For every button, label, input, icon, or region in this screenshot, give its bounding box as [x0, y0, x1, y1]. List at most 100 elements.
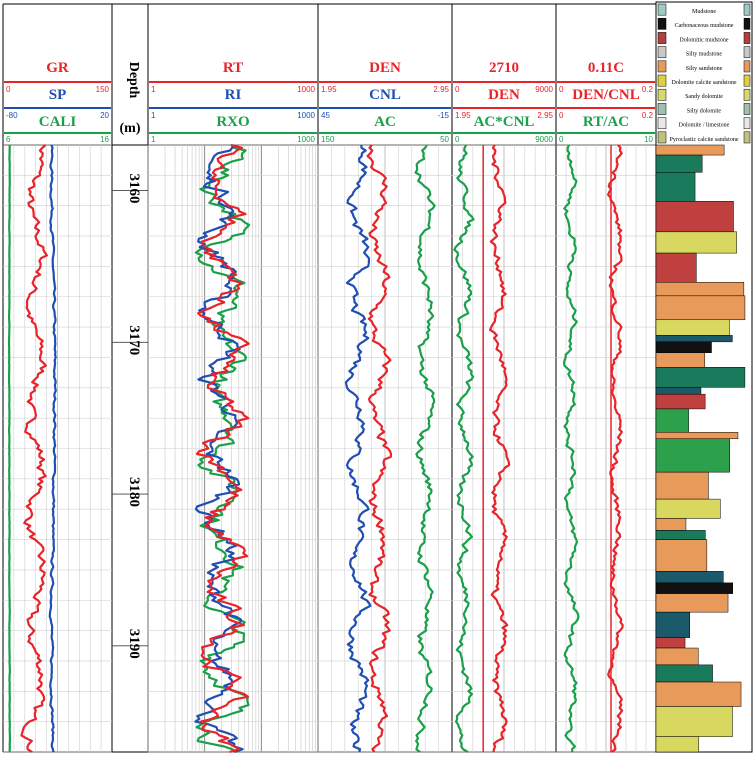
legend-swatch [657, 103, 667, 115]
curve-label-cali: CALI [39, 114, 77, 130]
curve-label-ac-cnl: AC*CNL [474, 114, 535, 130]
scale-max-label: 9000 [535, 135, 553, 144]
legend-swatch [743, 131, 751, 144]
legend-swatch [657, 3, 667, 16]
lithology-block [655, 154, 703, 173]
rxo-curve [194, 144, 251, 753]
lithology-block [655, 172, 696, 202]
scale-max-label: 50 [440, 135, 449, 144]
lithology-block [655, 352, 706, 368]
den-cnl-curve [607, 144, 624, 753]
sp-curve [48, 144, 57, 753]
curve-label-ri: RI [225, 87, 242, 103]
lithology-block [655, 539, 708, 572]
lithology-block [655, 231, 737, 254]
curve-label-gr: GR [46, 60, 69, 76]
legend-swatch [743, 117, 751, 130]
lithology-block [655, 518, 687, 531]
legend-item-9: Pyroclastic calcite sandstone [670, 137, 739, 143]
scale-min-label: 1 [151, 111, 156, 120]
lithology-block [655, 319, 730, 336]
scale-min-label: 0 [455, 85, 460, 94]
legend-swatch [743, 17, 751, 30]
scale-max-label: 16 [100, 135, 109, 144]
scale-max-label: 1000 [297, 135, 315, 144]
lithology-block [655, 530, 706, 540]
lithology-block [655, 341, 712, 353]
curve-label-rxo: RXO [216, 114, 249, 130]
curve-label-rt: RT [223, 60, 243, 76]
track-grid [556, 144, 656, 753]
legend-swatch [743, 60, 751, 73]
lithology-block [655, 408, 689, 433]
curve-label-rt-ac: RT/AC [583, 114, 629, 130]
legend-swatch [743, 46, 751, 59]
track-grid [3, 144, 112, 753]
lithology-block [655, 471, 709, 500]
scale-min-label: 1.95 [321, 85, 337, 94]
legend-swatch [657, 46, 667, 59]
lithology-block [655, 582, 733, 594]
lithology-block [655, 706, 733, 737]
ac-curve [414, 144, 436, 753]
scale-min-label: -80 [6, 111, 18, 120]
track-grid [318, 144, 452, 753]
scale-min-label: 0 [455, 135, 460, 144]
scale-max-label: 1000 [297, 85, 315, 94]
scale-min-label: 1 [151, 85, 156, 94]
scale-min-label: 0 [559, 135, 564, 144]
lithology-block [655, 252, 697, 283]
legend-swatch [657, 131, 667, 144]
legend-item-3: Silty mudstone [686, 52, 723, 58]
scale-max-label: 2.95 [537, 111, 553, 120]
scale-min-label: 1 [151, 135, 156, 144]
ri-curve [194, 144, 244, 754]
legend-item-1: Carbonaceous mudstone [675, 23, 734, 29]
ac-cnl-curve [453, 144, 475, 753]
den-curve-track4 [489, 144, 511, 753]
scale-min-label: 0 [6, 85, 11, 94]
lithology-block [655, 664, 713, 683]
lithology-block [655, 593, 729, 613]
curve-label-den: DEN [369, 60, 401, 76]
curve-label-ac: AC [374, 114, 396, 130]
scale-min-label: 6 [6, 135, 11, 144]
scale-max-label: 2.95 [433, 85, 449, 94]
scale-max-label: 9000 [535, 85, 553, 94]
depth-tick-label: 3190 [126, 629, 142, 659]
rt-ac-curve [562, 144, 580, 753]
scale-max-label: 0.2 [642, 111, 654, 120]
lithology-block [655, 571, 724, 584]
scale-min-label: 0 [559, 85, 564, 94]
curve-label-sp: SP [49, 87, 67, 103]
scale-max-label: 20 [100, 111, 109, 120]
legend-swatch [743, 103, 751, 115]
lithology-block [655, 367, 746, 388]
lithology-block [655, 498, 721, 519]
curve-label-cnl: CNL [369, 87, 401, 103]
depth-tick-label: 3170 [126, 325, 142, 355]
lithology-block [655, 647, 699, 666]
scale-min-label: 150 [321, 135, 335, 144]
legend-item-0: Mudstone [692, 9, 716, 15]
legend-swatch [743, 88, 751, 101]
scale-max-label: 150 [96, 85, 110, 94]
legend-swatch [743, 74, 751, 87]
den-curve [366, 144, 393, 753]
legend-swatch [657, 32, 667, 44]
legend-swatch [657, 117, 667, 130]
legend-item-5: Dolomite calcite sandstone [672, 80, 737, 86]
scale-min-label: 45 [321, 111, 330, 120]
lithology-block [655, 736, 700, 753]
legend-swatch [743, 3, 751, 16]
legend-swatch [657, 88, 667, 101]
legend-swatch [657, 17, 667, 30]
lithology-block [655, 438, 730, 473]
scale-max-label: 10 [644, 135, 653, 144]
legend-item-8: Dolomite / limestone [679, 123, 730, 129]
scale-max-label: 1000 [297, 111, 315, 120]
scale-min-label: 1.95 [455, 111, 471, 120]
depth-axis-label: Depth [126, 62, 141, 99]
